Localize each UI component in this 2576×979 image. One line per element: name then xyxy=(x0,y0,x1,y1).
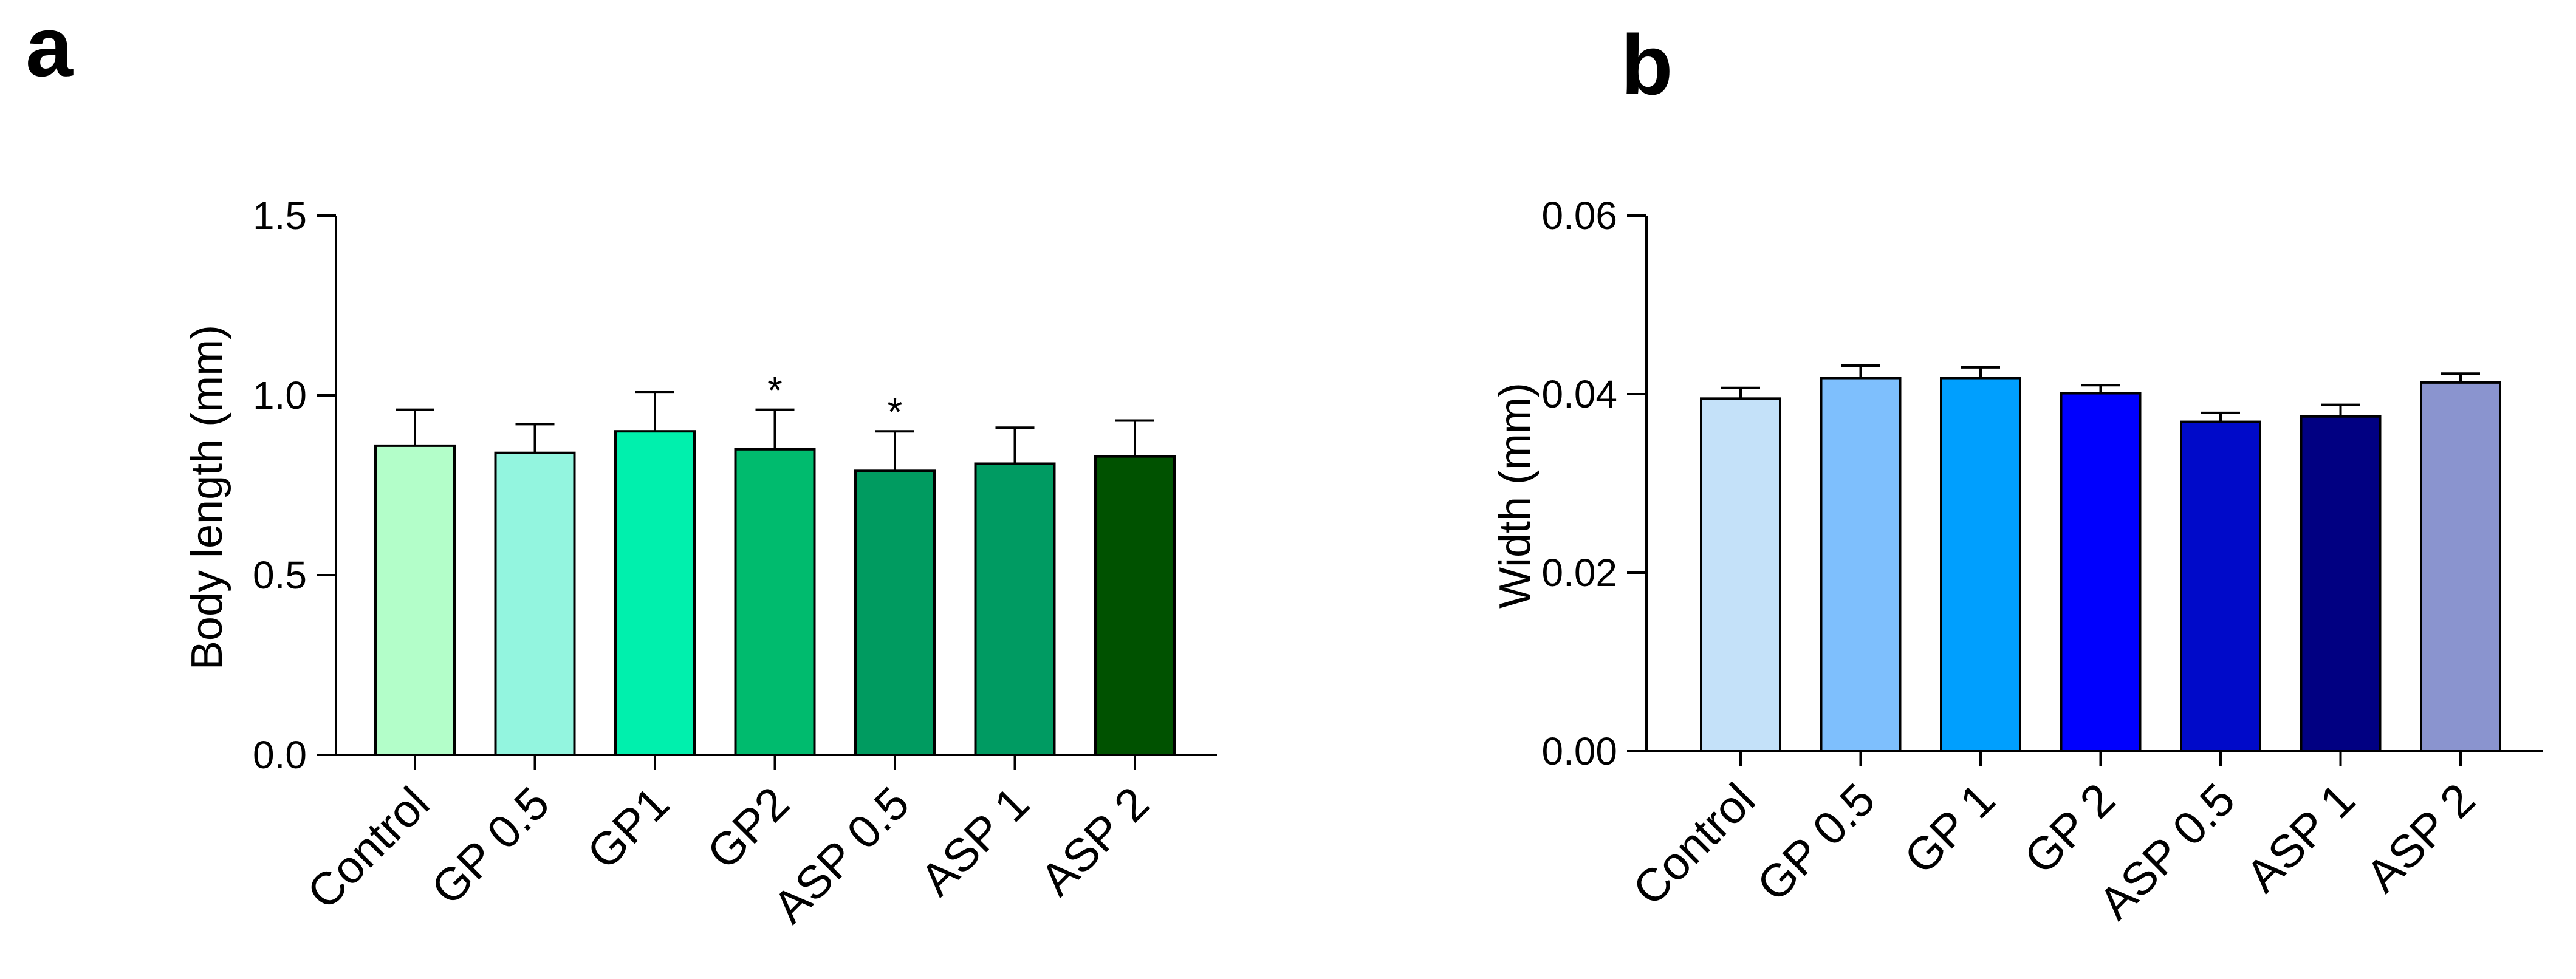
category-label: ASP 2 xyxy=(2357,774,2485,902)
bar-gp1 xyxy=(614,430,696,756)
bar-gp-0.5 xyxy=(494,451,576,756)
bar-asp-0.5 xyxy=(854,469,936,756)
y-tick-label: 0.04 xyxy=(1541,372,1617,416)
y-tick-label: 0.06 xyxy=(1541,194,1617,237)
y-axis-title: Body length (mm) xyxy=(183,325,231,670)
bar-asp-1 xyxy=(2300,415,2382,752)
bar-asp-0.5 xyxy=(2180,420,2261,752)
category-label: GP 2 xyxy=(2015,774,2125,884)
bar-gp-2 xyxy=(2060,392,2142,752)
bar-gp-1 xyxy=(1940,377,2021,752)
category-label: ASP 0.5 xyxy=(764,777,919,933)
category-label: GP 1 xyxy=(1894,774,2005,884)
category-label: GP2 xyxy=(697,777,800,879)
category-label: Control xyxy=(1623,774,1765,915)
y-tick-label: 1.0 xyxy=(253,374,307,417)
category-label: ASP 1 xyxy=(2236,774,2365,902)
category-label: ASP 2 xyxy=(1031,777,1159,906)
y-tick-label: 0.0 xyxy=(253,733,307,777)
category-label: GP1 xyxy=(577,777,679,879)
bar-asp-1 xyxy=(974,462,1056,756)
y-tick-label: 0.5 xyxy=(253,553,307,597)
category-label: Control xyxy=(298,777,439,919)
category-label: ASP 1 xyxy=(911,777,1039,906)
significance-mark: * xyxy=(767,369,783,412)
y-tick-label: 0.02 xyxy=(1541,551,1617,595)
bar-control xyxy=(1700,397,1781,752)
y-axis-title: Width (mm) xyxy=(1491,383,1540,609)
bar-gp2 xyxy=(734,448,816,756)
category-label: GP 0.5 xyxy=(1747,774,1885,911)
y-tick-label: 0.00 xyxy=(1541,729,1617,773)
bar-control xyxy=(374,444,456,756)
y-tick-label: 1.5 xyxy=(253,194,307,237)
bar-asp-2 xyxy=(2420,381,2501,752)
panel-letter: b xyxy=(1621,17,1673,112)
category-label: ASP 0.5 xyxy=(2089,774,2245,929)
significance-mark: * xyxy=(888,390,903,434)
bar-gp-0.5 xyxy=(1820,377,1902,752)
bar-asp-2 xyxy=(1094,455,1176,756)
panel-letter: a xyxy=(26,0,74,94)
category-label: GP 0.5 xyxy=(422,777,559,915)
